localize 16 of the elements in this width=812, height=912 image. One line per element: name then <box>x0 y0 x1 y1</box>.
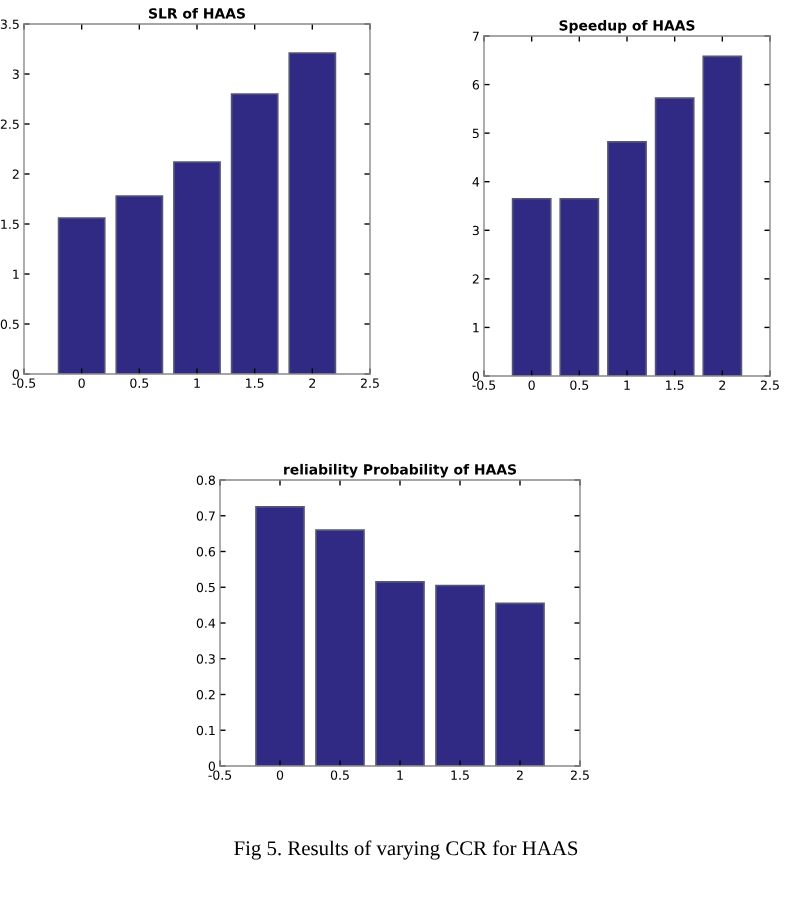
bar <box>654 97 695 376</box>
bar <box>511 197 552 376</box>
bar <box>173 161 221 374</box>
bar <box>255 505 305 766</box>
bar <box>607 141 647 376</box>
bar <box>315 529 365 766</box>
bar <box>435 584 485 766</box>
bar <box>288 52 337 374</box>
bar <box>375 581 425 766</box>
bar <box>559 197 600 376</box>
bar <box>115 195 164 374</box>
bar <box>702 55 743 376</box>
caption: Fig 5. Results of varying CCR for HAAS <box>234 840 578 860</box>
bar <box>495 602 545 766</box>
bar <box>230 93 279 374</box>
bar <box>57 217 106 374</box>
